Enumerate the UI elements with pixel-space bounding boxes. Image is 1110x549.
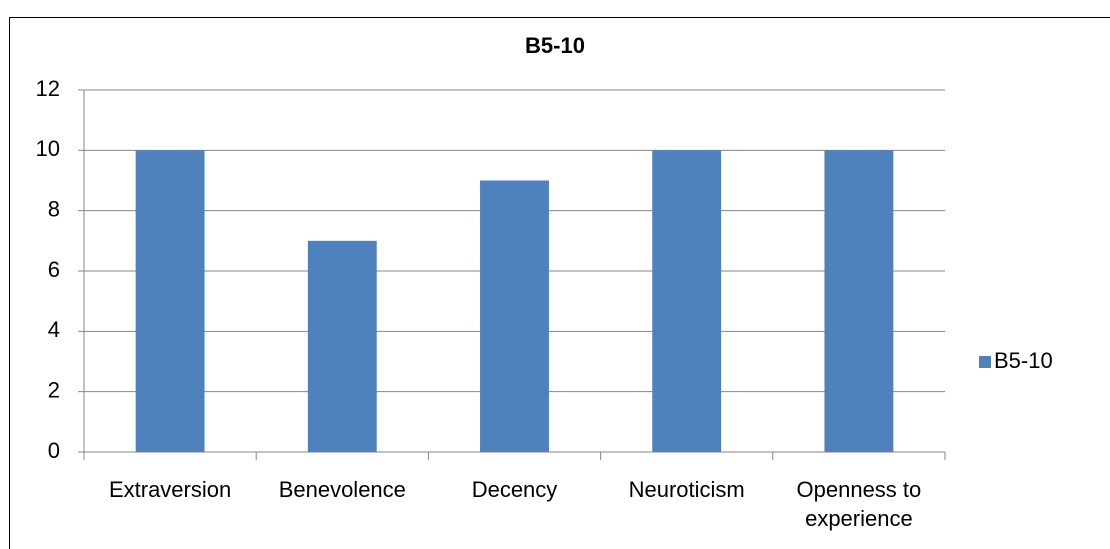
bar (135, 150, 205, 453)
x-tick-label: Benevolence (279, 477, 406, 502)
legend-label: B5-10 (994, 348, 1053, 373)
legend-swatch (979, 356, 991, 368)
x-tick-label: Decency (472, 477, 558, 502)
bar (480, 180, 549, 452)
chart-title: B5-10 (525, 33, 585, 58)
y-tick-label: 6 (48, 257, 60, 282)
x-tick-label: Extraversion (109, 477, 231, 502)
x-tick-label: Neuroticism (629, 477, 745, 502)
x-tick-label: Openness to experience (797, 477, 922, 531)
y-tick-label: 4 (48, 317, 60, 342)
bar (824, 150, 894, 453)
bar (307, 240, 377, 452)
y-tick-label: 0 (48, 438, 60, 463)
y-tick-label: 2 (48, 377, 60, 402)
y-tick-label: 10 (36, 136, 60, 161)
y-tick-label: 8 (48, 196, 60, 221)
y-tick-label: 12 (36, 76, 60, 101)
bar (652, 150, 722, 453)
